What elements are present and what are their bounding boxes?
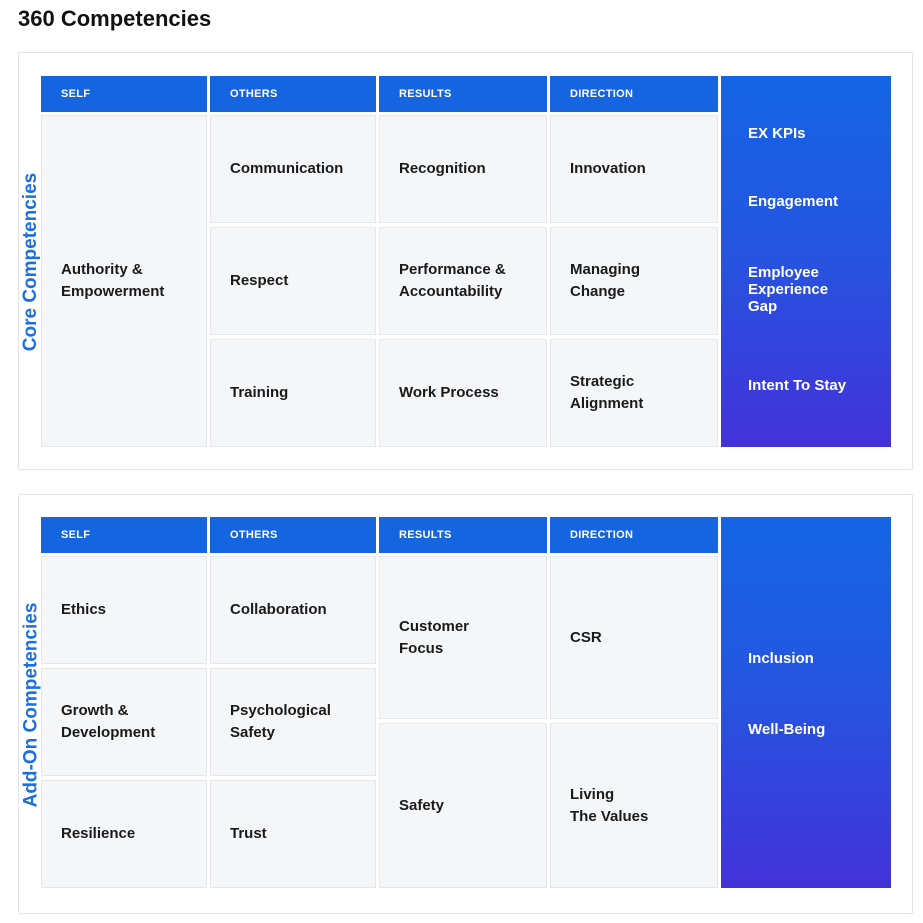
addon-others-psychological-safety: Psychological Safety [210,668,376,776]
core-header-direction: DIRECTION [550,76,718,112]
core-direction-strategic-alignment: Strategic Alignment [550,339,718,447]
addon-results-customer-focus: Customer Focus [379,556,547,719]
core-results-recognition: Recognition [379,115,547,223]
core-header-others: OTHERS [210,76,376,112]
core-results-work-process: Work Process [379,339,547,447]
core-direction-innovation: Innovation [550,115,718,223]
addon-self-resilience: Resilience [41,780,207,888]
addon-self-growth-development: Growth & Development [41,668,207,776]
core-others-training: Training [210,339,376,447]
kpi-inclusion: Inclusion [748,650,814,667]
core-side-label: Core Competencies [19,53,43,471]
core-kpi-column: EX KPIs Engagement Employee Experience G… [721,76,891,447]
addon-others-trust: Trust [210,780,376,888]
core-results-performance-accountability: Performance & Accountability [379,227,547,335]
addon-self-ethics: Ethics [41,556,207,664]
core-self-authority-empowerment: Authority & Empowerment [41,115,207,447]
page-title: 360 Competencies [18,6,212,31]
addon-header-direction: DIRECTION [550,517,718,553]
addon-direction-living-the-values: Living The Values [550,723,718,888]
addon-label-text: Add-On Competencies [20,602,41,808]
addon-results-safety: Safety [379,723,547,888]
addon-header-results: RESULTS [379,517,547,553]
kpi-employee-experience-gap: Employee Experience Gap [748,264,829,315]
core-others-communication: Communication [210,115,376,223]
kpi-well-being: Well-Being [748,721,826,738]
core-direction-managing-change: Managing Change [550,227,718,335]
addon-others-collaboration: Collaboration [210,556,376,664]
core-header-results: RESULTS [379,76,547,112]
core-others-respect: Respect [210,227,376,335]
kpi-engagement: Engagement [748,193,839,210]
addon-side-label: Add-On Competencies [19,495,43,915]
addon-direction-csr: CSR [550,556,718,719]
addon-header-others: OTHERS [210,517,376,553]
core-competencies-panel: Core Competencies SELF OTHERS RESULTS DI… [18,52,913,470]
kpi-ex-kpis: EX KPIs [748,125,806,142]
kpi-intent-to-stay: Intent To Stay [748,377,847,394]
core-header-self: SELF [41,76,207,112]
addon-competencies-panel: Add-On Competencies SELF OTHERS RESULTS … [18,494,913,914]
addon-header-self: SELF [41,517,207,553]
core-label-text: Core Competencies [20,172,42,352]
addon-kpi-column: Inclusion Well-Being [721,517,891,888]
